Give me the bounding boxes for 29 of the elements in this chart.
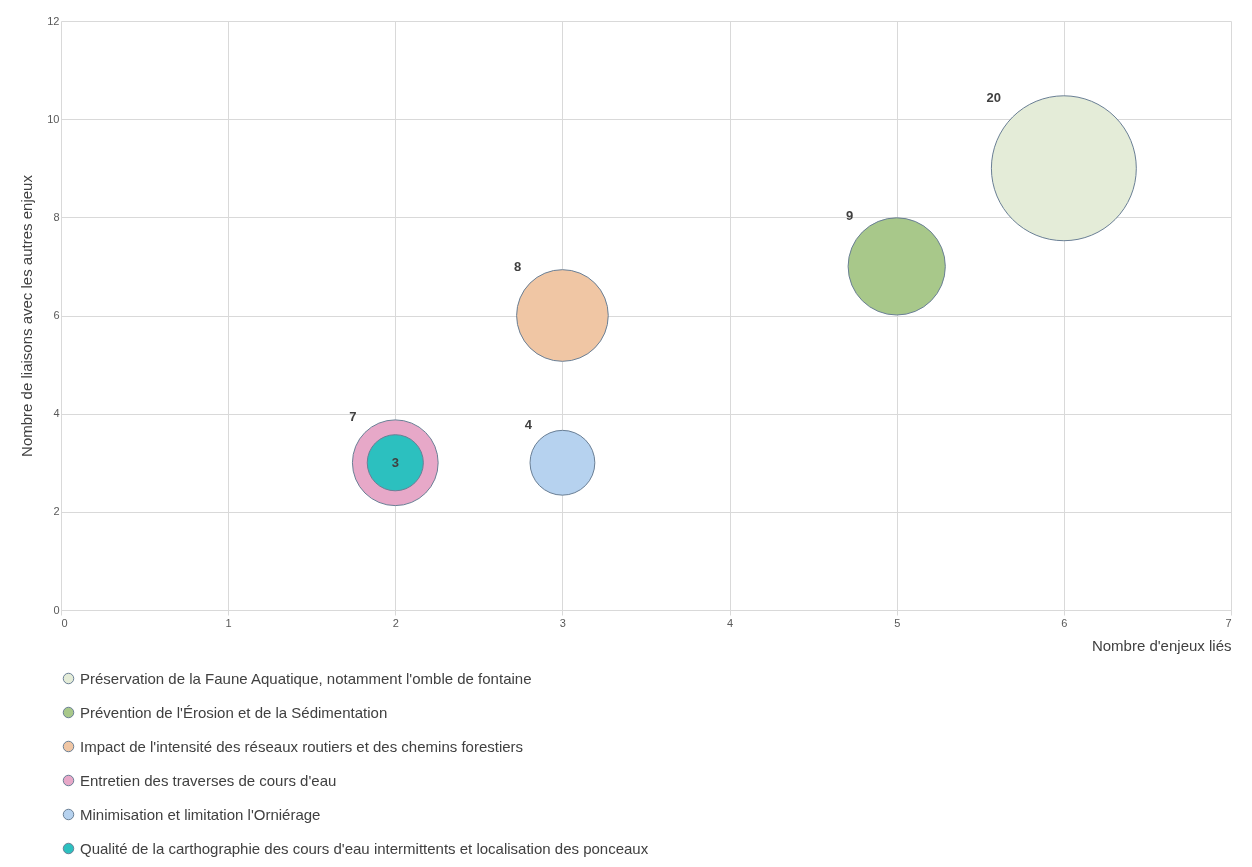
x-tick-label: 1 (225, 616, 232, 629)
x-tick-label: 4 (727, 616, 734, 629)
x-tick-label: 0 (61, 616, 68, 629)
legend-label: Entretien des traverses de cours d'eau (80, 771, 337, 789)
x-axis-title: Nombre d'enjeux liés (1091, 636, 1232, 654)
x-tick-label: 3 (559, 616, 566, 629)
y-tick-label: 10 (47, 112, 60, 125)
data-label: 4 (524, 417, 533, 433)
y-tick-label: 4 (53, 407, 60, 420)
y-axis-title: Nombre de liaisons avec les autres enjeux (18, 174, 36, 457)
data-label: 9 (845, 207, 854, 223)
y-tick-label: 2 (53, 505, 60, 518)
x-tick-label: 6 (1061, 616, 1068, 629)
x-tick-label: 2 (392, 616, 399, 629)
y-tick-label: 6 (53, 309, 60, 321)
data-label: 3 (391, 454, 399, 470)
data-label: 7 (349, 408, 357, 424)
x-tick-label: 7 (1225, 616, 1232, 629)
legend-label: Préservation de la Faune Aquatique, notamment l'omble de fontaine (80, 669, 532, 687)
x-tick-label: 5 (894, 616, 901, 629)
data-label: 20 (986, 90, 1001, 106)
legend-label: Qualité de la carthographie des cours d'eau intermittents et localisation des ponceaux (80, 839, 649, 857)
legend-label: Prévention de l'Érosion et de la Sédimentation (80, 703, 388, 721)
legend-label: Impact de l'intensité des réseaux routiers et des chemins forestiers (80, 737, 524, 755)
data-label: 8 (513, 259, 522, 275)
y-tick-label: 8 (53, 210, 60, 223)
legend-label: Minimisation et limitation l'Orniérage (80, 805, 321, 823)
y-tick-label: 12 (47, 14, 60, 27)
y-tick-label: 0 (53, 603, 60, 616)
